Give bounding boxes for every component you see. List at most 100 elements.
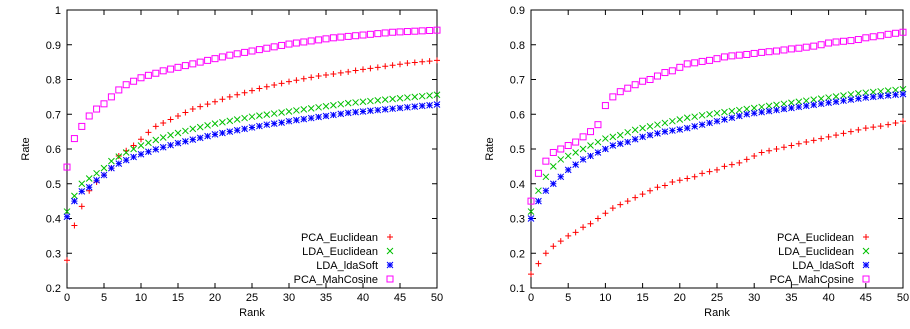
- data-point: [683, 124, 691, 132]
- data-point: [892, 29, 900, 37]
- data-point: [572, 229, 579, 236]
- data-point: [389, 95, 396, 103]
- data-point: [594, 138, 602, 146]
- y-tick-label: 0.1: [510, 283, 525, 295]
- data-point: [542, 187, 550, 195]
- data-point: [780, 105, 788, 113]
- data-point: [330, 111, 337, 119]
- data-point: [602, 145, 609, 153]
- x-tick-label: 30: [283, 292, 295, 304]
- series-lda-ldasoft: [527, 90, 907, 222]
- data-point: [419, 58, 426, 65]
- data-point: [855, 95, 862, 102]
- data-point: [609, 205, 616, 212]
- data-point: [840, 92, 847, 99]
- data-point: [70, 135, 78, 143]
- data-point: [174, 139, 182, 147]
- y-tick-label: 0.2: [510, 248, 525, 260]
- data-point: [698, 121, 706, 129]
- data-point: [426, 92, 433, 99]
- data-point: [572, 149, 579, 156]
- legend-label: PCA_MahCosine: [294, 274, 378, 286]
- data-point: [85, 175, 93, 182]
- data-point: [241, 89, 248, 96]
- data-point: [654, 121, 661, 129]
- data-point: [884, 92, 892, 99]
- data-point: [300, 38, 308, 46]
- data-point: [256, 122, 263, 130]
- data-point: [534, 169, 542, 177]
- data-point: [691, 59, 699, 67]
- data-point: [367, 65, 374, 72]
- x-tick-label: 30: [748, 292, 760, 304]
- data-point: [433, 91, 441, 99]
- data-point: [869, 93, 877, 101]
- data-point: [632, 194, 639, 201]
- data-point: [713, 117, 721, 125]
- data-point: [189, 125, 197, 133]
- data-point: [367, 107, 374, 115]
- data-point: [174, 63, 182, 71]
- chart-left: 0 5 10 15 20 25 30 35 40 45 50 0.2 0.3 0.4 0.5 0.6 0.7 0.…: [20, 5, 443, 319]
- data-point: [322, 102, 330, 110]
- data-point: [418, 92, 426, 100]
- data-point: [315, 103, 322, 111]
- data-point: [631, 126, 639, 134]
- data-point: [535, 260, 542, 267]
- data-point: [750, 109, 758, 117]
- data-point: [196, 134, 204, 142]
- data-point: [382, 63, 389, 70]
- data-point: [381, 96, 389, 104]
- data-point: [780, 144, 787, 151]
- data-point: [204, 101, 211, 108]
- data-point: [616, 140, 624, 148]
- data-point: [579, 156, 587, 163]
- data-point: [735, 106, 743, 114]
- data-point: [616, 131, 624, 139]
- data-point: [352, 108, 359, 116]
- data-point: [639, 124, 646, 132]
- data-point: [189, 136, 197, 143]
- data-point: [93, 105, 101, 113]
- legend-label: LDA_ldaSoft: [316, 260, 378, 272]
- data-point: [899, 85, 907, 93]
- y-tick-label: 0.5: [510, 144, 525, 156]
- data-point: [270, 110, 278, 117]
- data-point: [833, 132, 840, 139]
- data-point: [855, 126, 862, 133]
- data-point: [307, 114, 315, 122]
- x-tick-label: 15: [172, 292, 184, 304]
- data-point: [773, 47, 781, 55]
- data-point: [278, 80, 285, 87]
- data-point: [197, 103, 204, 110]
- data-point: [698, 111, 706, 119]
- data-point: [832, 93, 840, 100]
- data-point: [182, 138, 189, 145]
- data-point: [885, 121, 892, 128]
- data-point: [683, 114, 691, 122]
- data-point: [542, 173, 550, 181]
- data-point: [389, 105, 396, 113]
- data-point: [433, 101, 441, 108]
- data-point: [323, 71, 329, 78]
- data-point: [233, 126, 241, 134]
- data-point: [367, 97, 374, 105]
- data-point: [654, 130, 661, 137]
- y-tick-label: 0.8: [46, 75, 61, 87]
- data-point: [233, 50, 241, 58]
- data-point: [899, 90, 907, 98]
- data-point: [735, 112, 743, 120]
- y-tick-label: 0.6: [510, 109, 525, 121]
- data-point: [396, 94, 404, 102]
- y-tick-label: 0.7: [46, 109, 61, 121]
- x-tick-label: 40: [357, 292, 369, 304]
- data-point: [152, 145, 160, 153]
- data-point: [817, 41, 825, 49]
- data-point: [587, 142, 594, 149]
- data-point: [115, 153, 123, 160]
- data-point: [706, 110, 713, 118]
- data-point: [661, 128, 669, 135]
- data-point: [877, 92, 885, 100]
- data-point: [108, 157, 115, 165]
- legend-marker: [386, 261, 394, 269]
